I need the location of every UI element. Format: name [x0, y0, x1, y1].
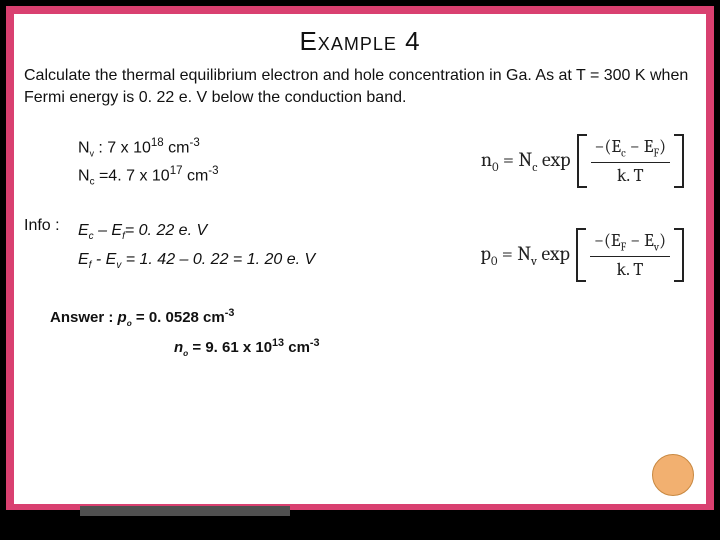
problem-statement: Calculate the thermal equilibrium electr… — [24, 65, 696, 108]
formula-p0-den: k. T — [613, 257, 648, 280]
slide-title: Example 4 — [24, 26, 696, 57]
answer-n0: no = 9. 61 x 1013 cm-3 — [174, 333, 696, 363]
info-label: Info : — [24, 217, 78, 235]
formula-n0-lhs: n0 = Nc exp — [481, 148, 571, 175]
formula-n0-num: −(Ec − EF) — [591, 136, 670, 163]
info-line-1: Ec – Ef= 0. 22 e. V — [78, 217, 315, 246]
bottom-bar-decoration — [80, 506, 290, 516]
formula-p0-num: −(EF − Ev) — [590, 230, 670, 257]
bracket-open-icon: −(EF − Ev) k. T — [576, 228, 684, 282]
formula-n0: n0 = Nc exp −(Ec − EF) k. T — [481, 134, 684, 188]
formula-p0: p0 = Nv exp −(EF − Ev) k. T — [481, 228, 684, 282]
info-content: Ec – Ef= 0. 22 e. V Ef - Ev = 1. 42 – 0.… — [78, 217, 315, 275]
bracket-open-icon: −(Ec − EF) k. T — [577, 134, 684, 188]
answer-block: Answer : po = 0. 0528 cm-3 no = 9. 61 x … — [50, 303, 696, 363]
info-line-2: Ef - Ev = 1. 42 – 0. 22 = 1. 20 e. V — [78, 246, 315, 275]
circle-decoration-icon — [652, 454, 694, 496]
formula-n0-den: k. T — [613, 163, 648, 186]
formula-p0-lhs: p0 = Nv exp — [481, 242, 570, 269]
answer-p0: Answer : po = 0. 0528 cm-3 — [50, 303, 696, 333]
